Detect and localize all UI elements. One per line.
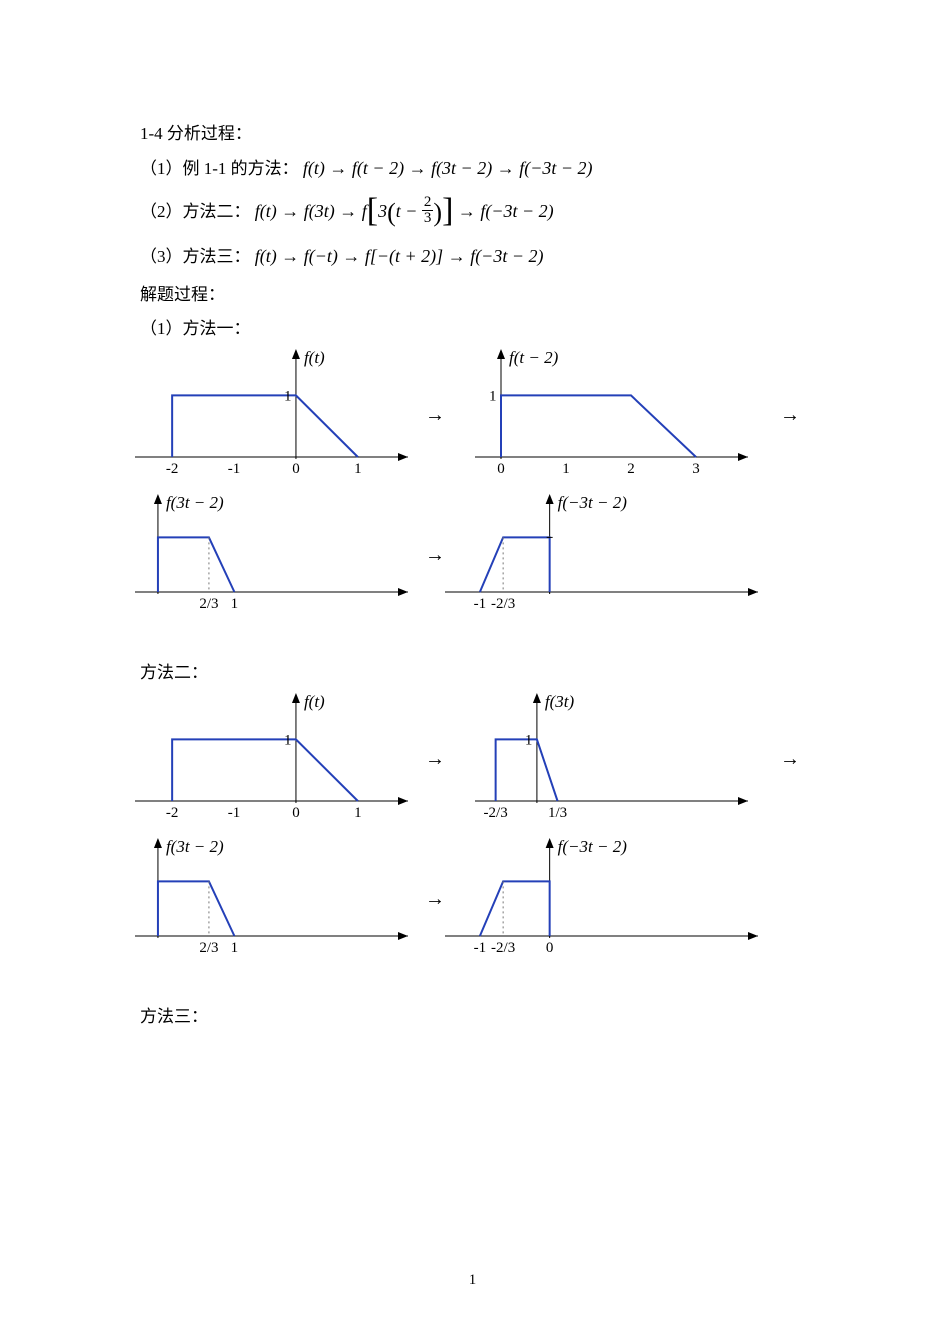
chart: 1 0 1 2 3 f(t − 2) xyxy=(470,349,750,479)
svg-text:0: 0 xyxy=(546,940,554,956)
svg-text:-1: -1 xyxy=(228,805,241,821)
m1-header: （1）方法一： xyxy=(140,315,820,343)
svg-text:0: 0 xyxy=(292,461,300,477)
m1-prefix: （1）例 1-1 的方法： xyxy=(140,159,299,178)
svg-text:1: 1 xyxy=(231,596,239,612)
svg-text:-2/3: -2/3 xyxy=(491,940,515,956)
transition-arrow: → xyxy=(425,404,445,427)
chart: -1-2/3 f(−3t − 2) xyxy=(440,494,760,614)
eq3: f(t) → f(−t) → f[−(t + 2)] → f(−3t − 2) xyxy=(255,246,544,266)
svg-text:-1: -1 xyxy=(474,596,487,612)
svg-text:f(3t − 2): f(3t − 2) xyxy=(166,493,224,512)
chart: 1 -2 -1 0 1 f(t) xyxy=(130,349,410,479)
method2-graphs: 1-2-101f(t)→1-2/31/3f(3t)→2/31f(3t − 2)→… xyxy=(140,693,820,983)
frac-2-3: 23 xyxy=(422,195,434,226)
svg-text:-2/3: -2/3 xyxy=(484,805,508,821)
svg-text:1: 1 xyxy=(284,733,292,749)
transition-arrow: → xyxy=(780,748,800,771)
svg-text:-1: -1 xyxy=(228,461,241,477)
chart: 2/3 1 f(3t − 2) xyxy=(130,494,410,614)
svg-text:f(t): f(t) xyxy=(304,348,325,367)
svg-text:f(t − 2): f(t − 2) xyxy=(509,348,559,367)
svg-text:1/3: 1/3 xyxy=(548,805,567,821)
method-1: （1）例 1-1 的方法： f(t) → f(t − 2) → f(3t − 2… xyxy=(140,154,820,183)
m3-header: 方法三： xyxy=(140,1003,820,1031)
method-2: （2）方法二： f(t) → f(3t) → f[3(t − 23)] → f(… xyxy=(140,197,820,228)
solve-header: 解题过程： xyxy=(140,281,820,309)
chart: 2/3 1 f(3t − 2) xyxy=(130,838,410,958)
transition-arrow: → xyxy=(425,748,445,771)
svg-text:1: 1 xyxy=(284,389,292,405)
svg-text:f(3t − 2): f(3t − 2) xyxy=(166,837,224,856)
svg-text:1: 1 xyxy=(489,389,497,405)
svg-text:-2: -2 xyxy=(166,805,179,821)
svg-text:3: 3 xyxy=(692,461,700,477)
page-content: 1-4 分析过程： （1）例 1-1 的方法： f(t) → f(t − 2) … xyxy=(140,120,820,1037)
svg-text:2: 2 xyxy=(627,461,635,477)
svg-text:f(t): f(t) xyxy=(304,692,325,711)
svg-text:2/3: 2/3 xyxy=(199,596,218,612)
svg-text:1: 1 xyxy=(231,940,239,956)
m2-prefix: （2）方法二： xyxy=(140,202,251,221)
svg-text:1: 1 xyxy=(354,461,362,477)
eq1: f(t) → f(t − 2) → f(3t − 2) → f(−3t − 2) xyxy=(303,158,593,178)
svg-text:f(−3t − 2): f(−3t − 2) xyxy=(558,837,628,856)
chart: 1 -2/3 1/3 f(3t) xyxy=(470,693,750,823)
method-3: （3）方法三： f(t) → f(−t) → f[−(t + 2)] → f(−… xyxy=(140,242,820,271)
svg-text:f(3t): f(3t) xyxy=(545,692,575,711)
svg-text:-2/3: -2/3 xyxy=(491,596,515,612)
svg-text:2/3: 2/3 xyxy=(199,940,218,956)
svg-text:0: 0 xyxy=(292,805,300,821)
eq2: f(t) → f(3t) → f[3(t − 23)] → f(−3t − 2) xyxy=(255,201,554,221)
m3-prefix: （3）方法三： xyxy=(140,247,251,266)
chart: -1-2/3 0 f(−3t − 2) xyxy=(440,838,760,958)
header: 1-4 分析过程： xyxy=(140,120,820,148)
svg-text:1: 1 xyxy=(525,733,533,749)
transition-arrow: → xyxy=(780,404,800,427)
svg-text:f(−3t − 2): f(−3t − 2) xyxy=(558,493,628,512)
method1-graphs: 1-2-101f(t)→10123f(t − 2)→2/31f(3t − 2)→… xyxy=(140,349,820,639)
svg-text:-2: -2 xyxy=(166,461,179,477)
svg-text:0: 0 xyxy=(497,461,505,477)
svg-text:-1: -1 xyxy=(474,940,487,956)
page-number: 1 xyxy=(0,1272,945,1289)
svg-text:1: 1 xyxy=(354,805,362,821)
chart: 1 -2 -1 0 1 f(t) xyxy=(130,693,410,823)
svg-text:1: 1 xyxy=(562,461,570,477)
m2-header: 方法二： xyxy=(140,659,820,687)
